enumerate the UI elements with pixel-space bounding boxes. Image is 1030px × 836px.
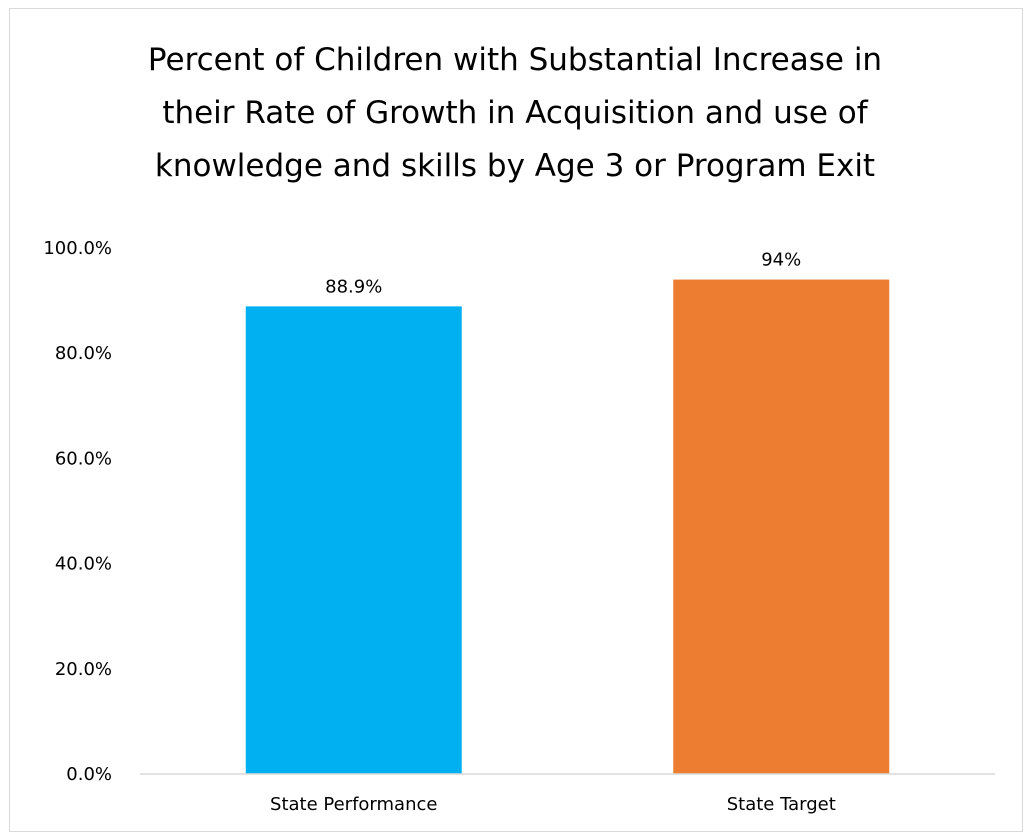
bars <box>245 279 890 774</box>
chart-title-line-2: their Rate of Growth in Acquisition and … <box>162 95 868 131</box>
y-tick-label: 100.0% <box>43 238 112 259</box>
x-tick-label: State Performance <box>270 794 437 815</box>
y-tick-label: 40.0% <box>55 554 112 575</box>
x-tick-label: State Target <box>727 794 836 815</box>
data-label: 94% <box>761 250 801 271</box>
bar-state-performance <box>245 306 462 774</box>
y-tick-label: 60.0% <box>55 448 112 469</box>
x-axis-ticks: State Performance State Target <box>270 794 836 815</box>
chart-title-line-3: knowledge and skills by Age 3 or Program… <box>154 148 876 184</box>
y-axis-ticks: 0.0% 20.0% 40.0% 60.0% 80.0% 100.0% <box>43 238 112 785</box>
chart-title: Percent of Children with Substantial Inc… <box>60 34 970 193</box>
data-labels: 88.9% 94% <box>325 250 801 298</box>
data-label: 88.9% <box>325 276 382 297</box>
bar-state-target <box>673 279 890 774</box>
y-tick-label: 20.0% <box>55 659 112 680</box>
y-tick-label: 80.0% <box>55 343 112 364</box>
y-tick-label: 0.0% <box>66 764 112 785</box>
chart-title-line-1: Percent of Children with Substantial Inc… <box>147 42 883 78</box>
